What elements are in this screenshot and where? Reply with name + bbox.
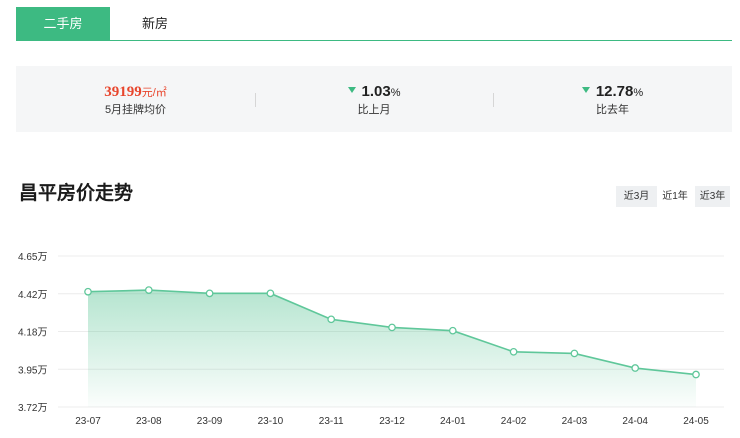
x-tick-label: 24-03	[562, 416, 588, 427]
average-price-label: 5月挂牌均价	[104, 104, 167, 116]
data-point[interactable]	[631, 364, 640, 372]
down-arrow-icon	[581, 87, 590, 93]
month-change-label: 比上月	[357, 104, 391, 116]
chart-title: 昌平房价走势	[19, 183, 134, 204]
stat-divider	[493, 93, 494, 107]
area-fill	[88, 290, 696, 407]
stat-average-price: 39199元/㎡ 5月挂牌均价	[16, 66, 255, 132]
tab-second-hand[interactable]: 二手房	[16, 7, 110, 40]
housing-type-tabs: 二手房 新房	[16, 7, 732, 41]
data-point[interactable]	[692, 370, 700, 379]
y-tick-label: 4.18万	[18, 328, 47, 339]
y-tick-label: 3.72万	[18, 403, 47, 414]
y-tick-label: 4.65万	[18, 252, 47, 263]
year-change-label: 比去年	[596, 104, 629, 116]
y-tick-label: 4.42万	[18, 290, 47, 301]
x-tick-label: 23-10	[258, 416, 284, 427]
range-1-year-button[interactable]: 近1年	[657, 186, 693, 207]
x-tick-label: 23-07	[75, 416, 101, 427]
stat-month-change: 1.03% 比上月	[255, 66, 493, 132]
x-tick-label: 23-08	[136, 416, 162, 427]
y-tick-label: 3.95万	[18, 365, 47, 376]
average-price-value: 39199	[104, 84, 142, 100]
area-fill-shape	[88, 290, 696, 407]
data-point[interactable]	[509, 347, 518, 356]
data-point[interactable]	[388, 323, 396, 332]
x-tick-label: 24-01	[440, 416, 466, 427]
x-tick-label: 24-05	[683, 416, 709, 427]
data-point[interactable]	[448, 326, 457, 335]
x-tick-label: 24-04	[622, 416, 648, 427]
month-change-unit: %	[390, 87, 401, 99]
stat-year-change: 12.78% 比去年	[493, 66, 732, 132]
data-point[interactable]	[570, 349, 579, 358]
year-change-value: 12.78	[595, 83, 634, 100]
data-point[interactable]	[327, 315, 336, 324]
x-tick-label: 23-12	[379, 416, 405, 427]
data-point[interactable]	[205, 289, 214, 298]
year-change-unit: %	[633, 87, 644, 99]
month-change-value: 1.03	[361, 83, 391, 100]
down-arrow-icon	[347, 87, 356, 93]
tab-new-homes[interactable]: 新房	[116, 7, 194, 40]
price-stats-card: 39199元/㎡ 5月挂牌均价 1.03% 比上月 12.78% 比去年	[16, 66, 732, 132]
data-points	[84, 286, 700, 379]
stat-divider	[255, 93, 256, 107]
average-price-unit: 元/㎡	[141, 87, 167, 99]
range-3-months-button[interactable]: 近3月	[616, 186, 657, 207]
x-tick-label: 23-11	[319, 416, 344, 427]
x-axis-ticks: 23-07 23-08 23-09 23-10 23-11 23-12 24-01 24-02…	[75, 416, 709, 427]
x-tick-label: 23-09	[197, 416, 223, 427]
data-point[interactable]	[84, 287, 92, 296]
y-axis-ticks: 4.65万 4.42万 4.18万 3.95万 3.72万	[18, 252, 47, 414]
range-3-years-button[interactable]: 近3年	[695, 186, 730, 207]
x-tick-label: 24-02	[501, 416, 527, 427]
data-point[interactable]	[144, 286, 153, 294]
data-point[interactable]	[266, 289, 275, 298]
